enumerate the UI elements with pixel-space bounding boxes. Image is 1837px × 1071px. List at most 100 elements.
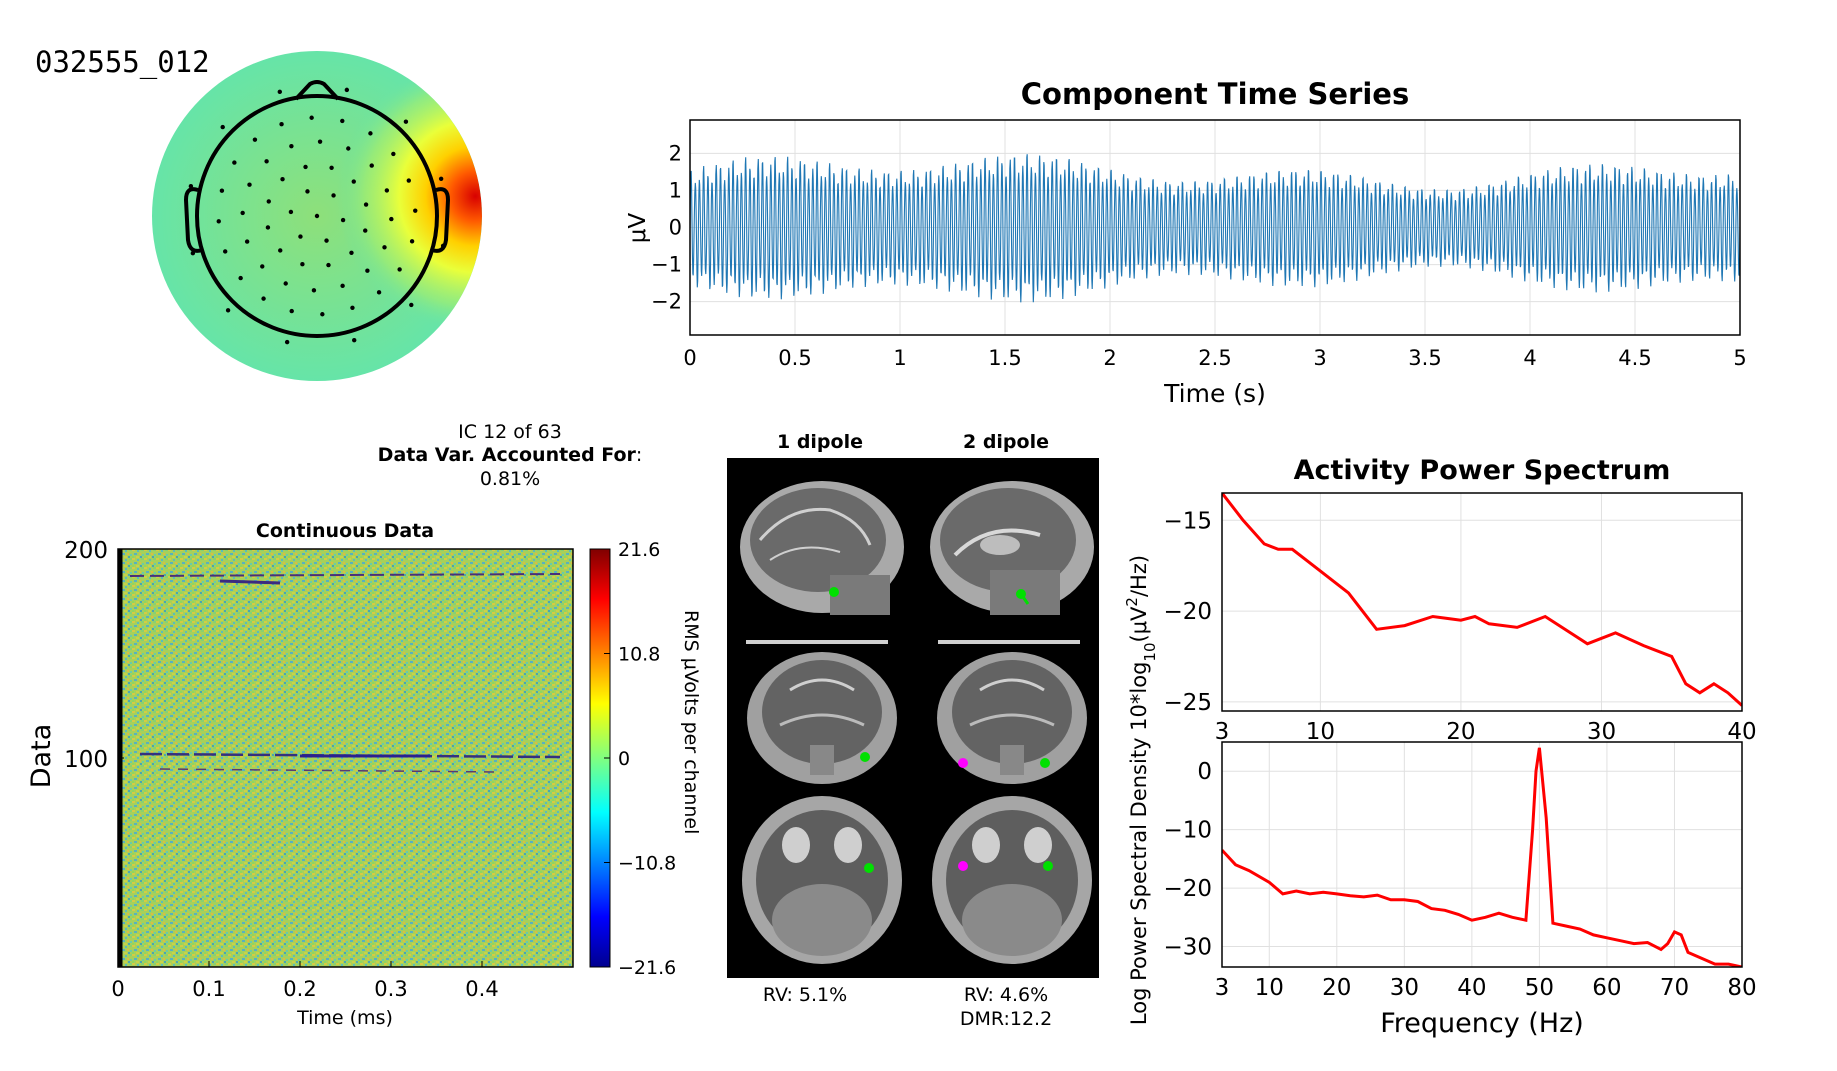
electrode-dot bbox=[240, 210, 245, 216]
x-tick-label: 10 bbox=[1306, 719, 1335, 745]
electrode-dot bbox=[289, 308, 294, 314]
spectrum-ylabel-main: Log Power Spectral Density 10*log bbox=[1127, 662, 1151, 1025]
electrode-dot bbox=[346, 146, 351, 151]
electrode-dot bbox=[283, 281, 288, 286]
electrode-dot bbox=[344, 87, 350, 93]
y-tick-label: −20 bbox=[1163, 599, 1212, 625]
x-tick-label: 0.2 bbox=[283, 977, 316, 1001]
electrode-dot bbox=[278, 248, 283, 253]
dipole-marker bbox=[829, 587, 839, 597]
spectrum-ylabel-sub: 10 bbox=[1141, 642, 1159, 661]
x-tick-label: 10 bbox=[1255, 975, 1284, 1001]
electrode-dot bbox=[409, 302, 414, 308]
electrode-dot bbox=[363, 228, 368, 233]
electrode-dot bbox=[261, 296, 266, 301]
timeseries-xlabel: Time (s) bbox=[1163, 379, 1266, 408]
electrode-dot bbox=[305, 189, 310, 194]
electrode-dot bbox=[340, 118, 345, 124]
x-tick-label: 0 bbox=[111, 977, 124, 1001]
mri-sagittal-2 bbox=[930, 481, 1094, 615]
colorbar-label: RMS μVolts per channel bbox=[680, 610, 702, 834]
electrode-dot bbox=[382, 245, 387, 250]
spectrum-title: Activity Power Spectrum bbox=[1294, 455, 1671, 486]
x-tick-label: 4 bbox=[1523, 346, 1536, 370]
electrode-dot bbox=[279, 122, 284, 127]
timeseries-trace bbox=[690, 154, 1740, 303]
x-tick-label: 50 bbox=[1525, 975, 1554, 1001]
timeseries-tick-labels: 2 1 0 −1 −2 0 0.5 1 1.5 2 2.5 3 3.5 4 4.5 5 bbox=[651, 141, 1747, 370]
x-tick-label: 80 bbox=[1727, 975, 1756, 1001]
y-tick-label: −15 bbox=[1163, 508, 1212, 534]
x-tick-label: 30 bbox=[1390, 975, 1419, 1001]
y-tick-label: 0 bbox=[669, 216, 682, 240]
electrode-dot bbox=[326, 262, 331, 268]
spectrum-ylabel-end: /Hz) bbox=[1127, 555, 1151, 597]
electrode-dot bbox=[384, 188, 390, 193]
dipole-col2-rv: RV: 4.6% bbox=[964, 984, 1048, 1006]
y-tick-label: −25 bbox=[1163, 690, 1212, 716]
x-tick-label: 0 bbox=[683, 346, 696, 370]
x-tick-label: 70 bbox=[1660, 975, 1689, 1001]
x-tick-label: 3 bbox=[1313, 346, 1326, 370]
spectrum-ylabel-tail: (μV bbox=[1127, 606, 1151, 643]
ic-number-label: IC 12 of 63 bbox=[458, 421, 562, 443]
y-tick-label: 1 bbox=[669, 178, 682, 202]
y-tick-label: −2 bbox=[651, 290, 682, 314]
timeseries-title: Component Time Series bbox=[1021, 77, 1409, 111]
electrode-markers bbox=[188, 87, 446, 345]
dipole-col1-title: 1 dipole bbox=[777, 431, 863, 453]
electrode-dot bbox=[438, 176, 444, 181]
electrode-dot bbox=[413, 208, 418, 213]
spectrum-xlabel: Frequency (Hz) bbox=[1380, 1008, 1584, 1039]
spectrum-upper-line bbox=[1222, 493, 1742, 707]
variance-label-text: Data Var. Accounted For bbox=[378, 444, 637, 466]
colorbar-tick-label: 0 bbox=[618, 748, 630, 770]
electrode-dot bbox=[350, 305, 355, 310]
spectrum-lower-line bbox=[1222, 747, 1742, 967]
electrode-dot bbox=[238, 275, 243, 281]
y-tick-label: 0 bbox=[1197, 759, 1212, 785]
electrode-dot bbox=[280, 177, 285, 182]
electrode-dot bbox=[363, 202, 369, 207]
electrode-dot bbox=[368, 131, 373, 136]
x-tick-label: 5 bbox=[1733, 346, 1746, 370]
dataset-label: 032555_012 bbox=[35, 45, 210, 80]
mri-coronal-1 bbox=[747, 652, 897, 784]
y-tick-label: −10 bbox=[1163, 818, 1212, 844]
electrode-dot bbox=[331, 193, 336, 198]
electrode-dot bbox=[369, 163, 374, 168]
variance-label: Data Var. Accounted For: bbox=[378, 444, 643, 466]
electrode-dot bbox=[320, 312, 325, 317]
x-tick-label: 0.3 bbox=[374, 977, 407, 1001]
electrode-dot bbox=[376, 290, 382, 295]
colorbar-tick-label: −10.8 bbox=[618, 853, 676, 875]
spectrum-ylabel-sup: 2 bbox=[1123, 597, 1141, 607]
x-tick-label: 60 bbox=[1592, 975, 1621, 1001]
electrode-dot bbox=[365, 268, 370, 273]
right-ear-icon bbox=[431, 187, 451, 253]
erpimage-heatmap bbox=[118, 549, 573, 967]
erpimage-title: Continuous Data bbox=[256, 520, 434, 542]
colorbar-tick-labels: 21.6 10.8 0 −10.8 −21.6 bbox=[604, 539, 676, 979]
mri-axial-1 bbox=[742, 796, 902, 964]
electrode-dot bbox=[219, 188, 225, 193]
dipole-mri-panel bbox=[727, 458, 1099, 978]
scalp-topography bbox=[152, 51, 482, 381]
x-tick-label: 2.5 bbox=[1198, 346, 1231, 370]
nose-icon bbox=[294, 80, 340, 101]
electrode-dot bbox=[403, 119, 409, 124]
electrode-dot bbox=[406, 178, 411, 183]
electrode-dot bbox=[309, 115, 314, 120]
timeseries-ylabel: μV bbox=[625, 213, 651, 244]
electrode-dot bbox=[289, 143, 294, 149]
variance-value: 0.81% bbox=[480, 468, 540, 490]
electrode-dot bbox=[440, 243, 446, 249]
timeseries-axes-box bbox=[689, 119, 1741, 336]
electrode-dot bbox=[340, 283, 345, 289]
electrode-dot bbox=[303, 164, 308, 170]
x-tick-label: 4.5 bbox=[1618, 346, 1651, 370]
y-tick-label: 200 bbox=[64, 538, 108, 564]
dipole-marker bbox=[1043, 861, 1053, 871]
electrode-dot bbox=[317, 139, 323, 144]
x-tick-label: 3 bbox=[1215, 975, 1230, 1001]
